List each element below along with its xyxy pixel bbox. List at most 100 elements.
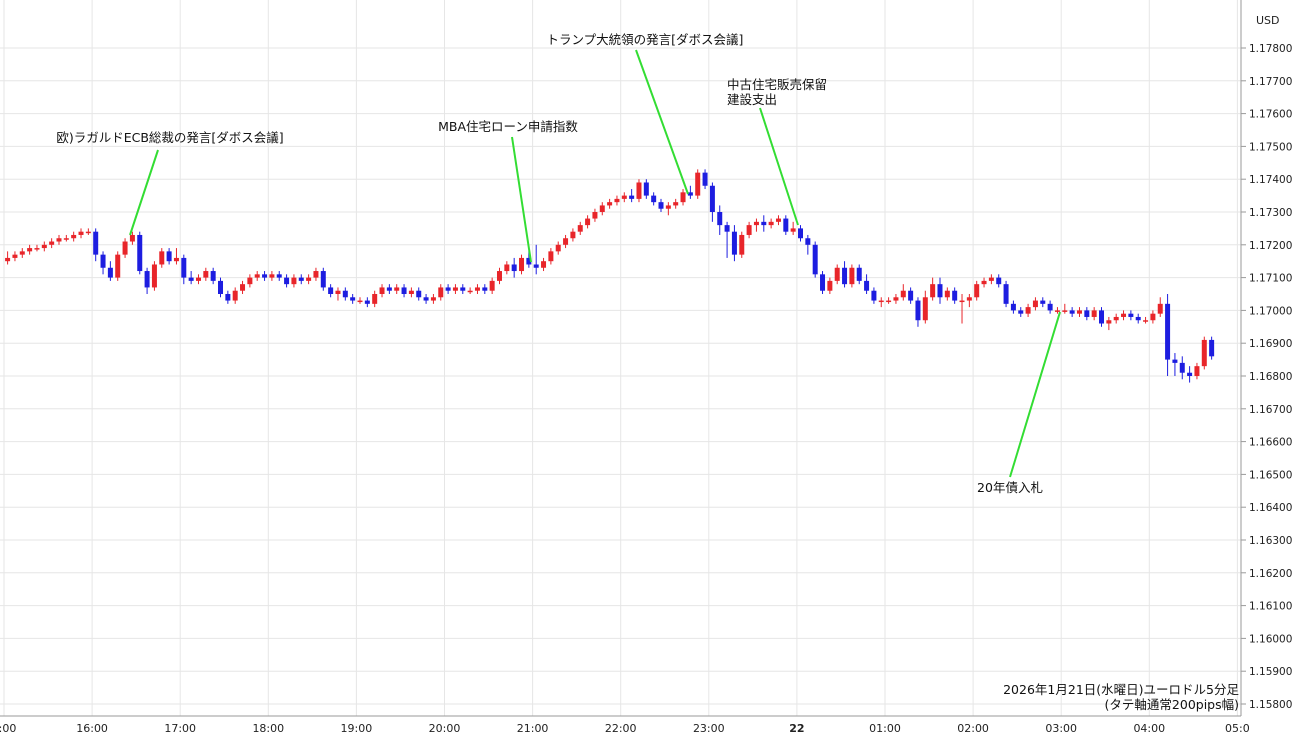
candle	[203, 267, 209, 281]
candle	[915, 297, 921, 327]
candle	[269, 271, 275, 281]
candle	[1143, 316, 1149, 324]
candle-body	[511, 264, 517, 272]
y-tick-label: 1.17200	[1249, 240, 1292, 252]
y-tick-label: 1.15900	[1249, 666, 1292, 678]
annotation-label: トランプ大統領の発言[ダボス会議]	[547, 32, 744, 47]
candle-body	[129, 234, 135, 242]
candle-body	[827, 280, 833, 291]
candle	[93, 228, 99, 262]
candle-body	[908, 290, 914, 301]
annotation-label: 建設支出	[727, 92, 777, 107]
annotation-label: 中古住宅販売保留	[727, 77, 827, 92]
candle-body	[702, 172, 708, 186]
candle-body	[886, 300, 892, 303]
x-ticks: 5:00 16:00 17:00 18:00 19:00 20:00 21:00 22:00 2…	[0, 722, 1250, 735]
annotation-leader-line	[1009, 311, 1061, 478]
candle-body	[291, 277, 297, 285]
candle	[107, 261, 113, 281]
candle-body	[981, 280, 987, 285]
candle	[731, 225, 737, 262]
candle-body	[798, 228, 803, 239]
candle	[614, 195, 620, 206]
x-tick-label: 16:00	[76, 722, 108, 735]
candle-body	[519, 257, 525, 272]
candle-body	[1157, 303, 1163, 314]
candle-body	[496, 271, 502, 281]
price-axis[interactable]: USD 1.178001.177001.176001.175001.174001…	[1240, 0, 1300, 716]
candle	[1209, 336, 1215, 360]
candle	[886, 297, 892, 304]
candle	[607, 198, 613, 209]
candle-body	[548, 251, 554, 262]
candle	[115, 251, 121, 281]
caption-line-2: (タテ軸通常200pips幅)	[1105, 697, 1239, 712]
candle	[1157, 297, 1163, 317]
candle	[1091, 307, 1097, 321]
candle-body	[56, 238, 62, 242]
y-tick-label: 1.16300	[1249, 535, 1292, 547]
candle	[878, 297, 884, 308]
candle	[687, 185, 693, 199]
candle	[188, 271, 194, 285]
candle-body	[585, 218, 591, 226]
candle	[335, 287, 341, 301]
candle	[489, 277, 495, 294]
candle	[820, 271, 826, 294]
candle-body	[974, 284, 980, 298]
candle-body	[1084, 310, 1090, 317]
y-tick-label: 1.17500	[1249, 141, 1292, 153]
candle-body	[915, 300, 921, 321]
candle-body	[430, 297, 436, 301]
time-axis[interactable]: 5:00 16:00 17:00 18:00 19:00 20:00 21:00 22:00 2…	[0, 715, 1250, 735]
candle-body	[761, 221, 767, 226]
candle	[599, 202, 605, 216]
y-tick-label: 1.16900	[1249, 338, 1292, 350]
y-tick-label: 1.16400	[1249, 502, 1292, 514]
candle-body	[19, 251, 25, 255]
candle	[49, 238, 55, 249]
candle	[504, 261, 510, 275]
candle-body	[1099, 310, 1105, 324]
candle-body	[445, 287, 451, 291]
candle-body	[849, 267, 855, 285]
y-tick-label: 1.17400	[1249, 174, 1292, 186]
candle	[592, 208, 598, 222]
candle-body	[996, 277, 1002, 285]
candle-body	[643, 182, 649, 196]
candle-body	[85, 231, 91, 234]
candle	[1032, 297, 1038, 311]
candle	[842, 261, 848, 288]
candle-body	[452, 287, 458, 291]
candle	[1121, 310, 1127, 321]
candle	[1201, 336, 1207, 370]
candle-body	[1047, 303, 1053, 311]
candle-body	[878, 300, 884, 303]
candle-body	[783, 218, 789, 232]
candle-body	[988, 277, 994, 281]
candle-body	[842, 267, 848, 285]
x-tick-label: 19:00	[341, 722, 373, 735]
annotation-leader-line	[759, 107, 799, 226]
candle-body	[944, 290, 950, 298]
candle	[1172, 353, 1178, 376]
y-tick-label: 1.17000	[1249, 305, 1292, 317]
candle	[856, 264, 862, 285]
candle-body	[306, 277, 312, 281]
candle-body	[570, 231, 576, 239]
candle-body	[379, 287, 385, 294]
candle	[247, 274, 253, 288]
candle	[629, 189, 635, 203]
candle	[988, 274, 994, 285]
x-tick-label: 02:00	[957, 722, 989, 735]
candle	[232, 287, 238, 304]
candle	[570, 228, 576, 242]
candle	[474, 284, 480, 294]
y-tick-label: 1.16000	[1249, 633, 1292, 645]
y-tick-label: 1.17800	[1249, 43, 1292, 55]
candle	[284, 274, 290, 288]
grid	[0, 0, 1241, 716]
y-tick-label: 1.15800	[1249, 699, 1292, 711]
candle	[695, 169, 701, 199]
